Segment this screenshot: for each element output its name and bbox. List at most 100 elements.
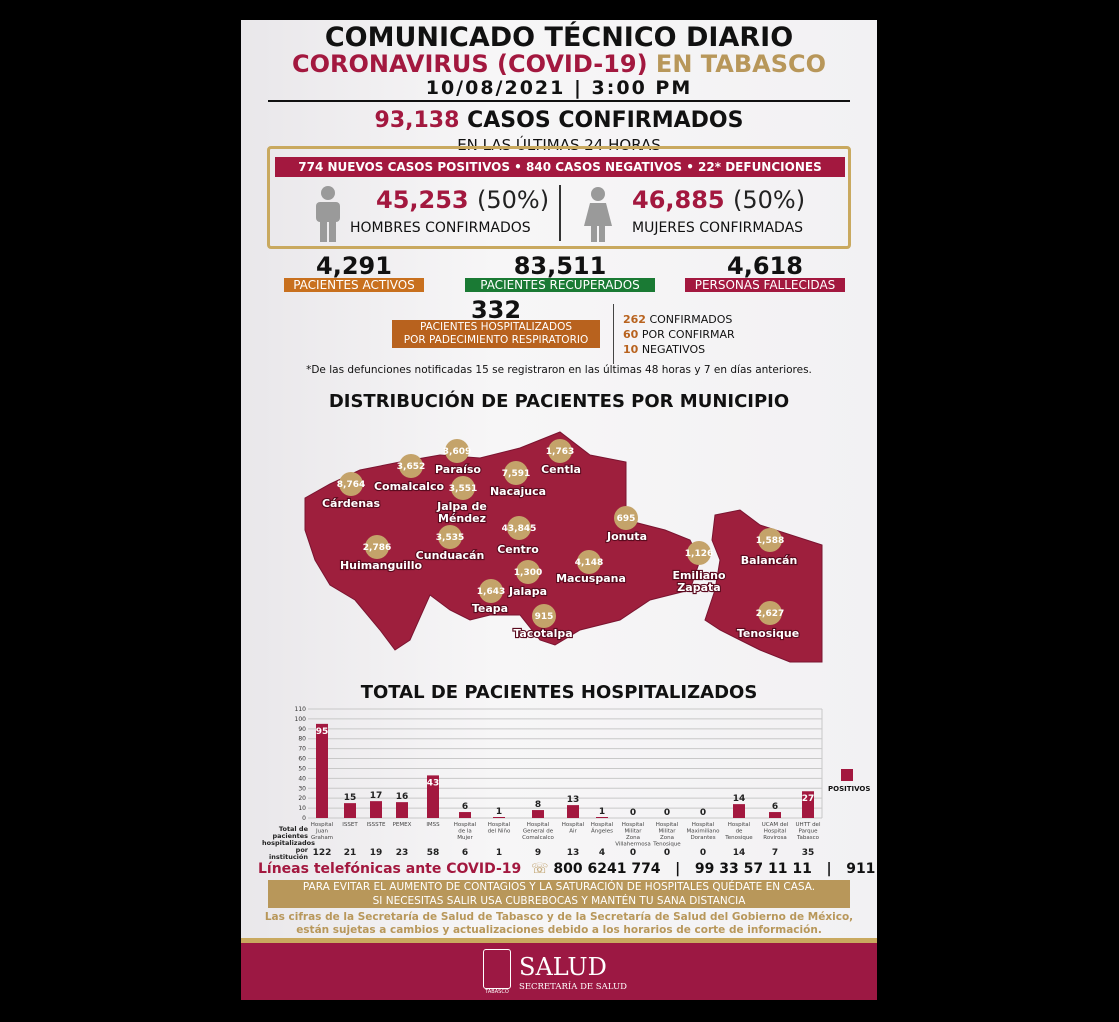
breakdown-item: 60 POR CONFIRMAR [623, 328, 735, 341]
municipio-marker [532, 604, 556, 628]
active-label: PACIENTES ACTIVOS [284, 278, 424, 292]
bar-value-label: 16 [396, 792, 409, 802]
municipio-marker [438, 525, 462, 549]
category-label: Zona [660, 835, 674, 841]
municipio-marker [758, 601, 782, 625]
total-per-institution: 0 [700, 848, 706, 858]
header-subtitle: CORONAVIRUS (COVID-19) EN TABASCO [241, 50, 877, 78]
header-title: COMUNICADO TÉCNICO DIARIO [324, 22, 794, 53]
municipio-name: Centro [497, 543, 539, 556]
recovered-label: PACIENTES RECUPERADOS [465, 278, 655, 292]
salud-logo-sub: SECRETARÍA DE SALUD [519, 982, 627, 992]
municipio-value: 2,786 [363, 543, 391, 553]
confirmed-label: CASOS CONFIRMADOS [467, 108, 744, 133]
men-value: 45,253 [376, 186, 469, 214]
confirmed-box [267, 146, 851, 249]
municipio-name: Comalcalco [374, 480, 445, 493]
footer-stripe [241, 938, 877, 943]
phone-number[interactable]: 99 33 57 11 11 [694, 861, 812, 877]
municipio-value: 3,652 [397, 462, 425, 472]
bar [769, 812, 781, 818]
tabasco-map: 8,764 Cárdenas 3,652 Comalcalco 3,609 Paraíso… [304, 431, 823, 663]
category-label: Dorantes [690, 835, 715, 841]
municipio-marker [365, 535, 389, 559]
breakdown-item: 10 NEGATIVOS [623, 343, 706, 356]
municipio-name: Balancán [741, 554, 798, 567]
category-label: IMSS [426, 822, 440, 828]
hospitalized-label-line2: POR PADECIMIENTO RESPIRATORIO [403, 334, 589, 346]
municipio-marker [445, 439, 469, 463]
phone-number[interactable]: 911 [846, 861, 876, 877]
municipio-name: Tenosique [737, 627, 799, 640]
map-title: DISTRIBUCIÓN DE PACIENTES POR MUNICIPIO [328, 391, 790, 412]
footer [241, 943, 877, 1000]
municipio-name: Huimanguillo [340, 559, 423, 572]
municipio-value: 1,300 [514, 568, 542, 578]
y-tick-label: 100 [295, 716, 307, 723]
total-per-institution: 4 [599, 848, 605, 858]
advice-line2: SI NECESITAS SALIR USA CUBREBOCAS Y MANT… [372, 894, 746, 907]
bar [733, 804, 745, 818]
municipio-marker [399, 454, 423, 478]
category-label: de [736, 829, 743, 835]
bar [427, 775, 439, 818]
bar-value-label: 1 [599, 807, 605, 817]
municipio-marker [507, 516, 531, 540]
seal-text: TABASCO [485, 989, 509, 995]
y-tick-label: 0 [302, 815, 306, 822]
bar-value-label: 1 [496, 807, 502, 817]
bar [567, 805, 579, 818]
bar [316, 723, 328, 818]
header-datetime: 10/08/2021 | 3:00 PM [425, 77, 693, 99]
bar [596, 817, 608, 819]
category-label: Maximiliano [686, 829, 720, 835]
y-tick-label: 20 [298, 795, 306, 802]
totals-label: Total de pacientes hospitalizados por in… [262, 825, 315, 861]
total-per-institution: 13 [567, 848, 580, 858]
municipio-marker [577, 550, 601, 574]
bar-value-label: 15 [344, 793, 357, 803]
legend-label: POSITIVOS [828, 785, 871, 793]
woman-icon [584, 187, 612, 242]
municipio-value: 1,126 [685, 549, 713, 559]
category-label: Hospital [764, 829, 787, 835]
bar-value-label: 0 [700, 808, 706, 818]
bar [532, 810, 544, 818]
municipio-name: Méndez [438, 512, 486, 525]
category-label: General de [523, 829, 554, 835]
municipio-marker [614, 506, 638, 530]
confirmed-total: 93,138 [374, 108, 460, 133]
y-tick-label: 60 [298, 756, 306, 763]
municipio-name: Nacajuca [490, 485, 546, 498]
bar [459, 812, 471, 818]
municipio-value: 7,591 [502, 469, 530, 479]
category-label: del Niño [488, 829, 511, 835]
category-label: Juan [315, 829, 328, 835]
municipio-value: 4,148 [575, 558, 603, 568]
phone-number[interactable]: 800 6241 774 [553, 861, 661, 877]
municipio-name: Cunduacán [416, 549, 485, 562]
municipio-value: 695 [617, 514, 636, 524]
y-tick-label: 70 [298, 746, 306, 753]
deaths-value: 4,618 [727, 252, 803, 280]
hospitalized-label: PACIENTES HOSPITALIZADOS POR PADECIMIENTO… [392, 320, 600, 348]
category-label: Hospital [591, 822, 614, 828]
subtitle-part2: EN TABASCO [655, 50, 827, 78]
total-per-institution: 6 [462, 848, 468, 858]
municipio-name: Jalapa [508, 585, 547, 598]
category-label: Hospital [622, 822, 645, 828]
category-label: Hospital [728, 822, 751, 828]
bar-value-label: 8 [535, 800, 541, 810]
municipio-value: 1,763 [546, 447, 574, 457]
municipio-value: 8,764 [337, 480, 365, 490]
bar-value-label: 6 [772, 802, 778, 812]
y-tick-label: 110 [295, 706, 307, 713]
hospitalized-label-line1: PACIENTES HOSPITALIZADOS [420, 321, 572, 333]
total-per-institution: 1 [496, 848, 502, 858]
man-icon [316, 186, 340, 242]
municipio-marker [548, 439, 572, 463]
men-label: HOMBRES CONFIRMADOS [350, 220, 531, 236]
bar-value-label: 6 [462, 802, 468, 812]
hospitalized-breakdown: 262 CONFIRMADOS 60 POR CONFIRMAR 10 NEGA… [623, 312, 735, 357]
confirmed-headline: 93,138 CASOS CONFIRMADOS [241, 108, 877, 133]
